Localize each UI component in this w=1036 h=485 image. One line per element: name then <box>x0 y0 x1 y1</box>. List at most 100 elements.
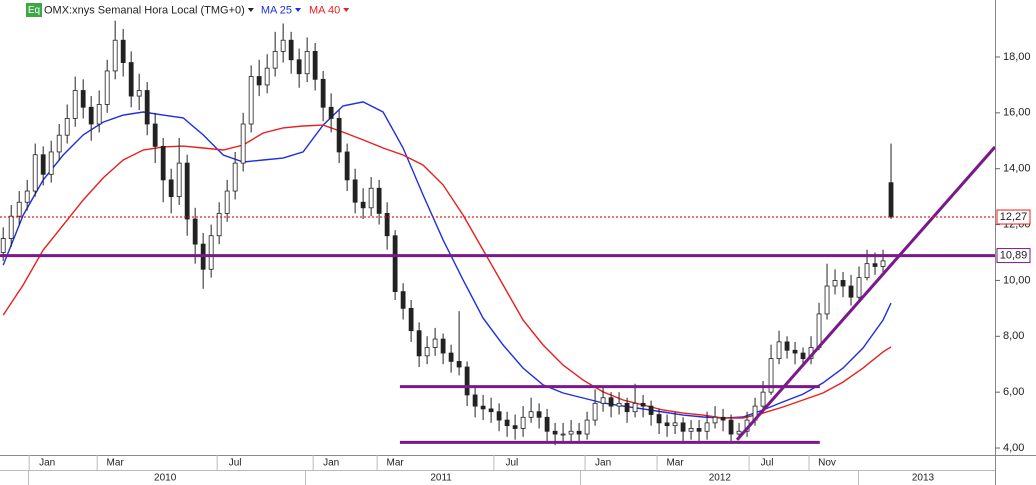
candle-body <box>192 218 198 245</box>
x-tick-label: Jul <box>761 458 774 469</box>
candle-body <box>88 106 94 125</box>
candle-body <box>776 341 782 360</box>
candle-body <box>648 405 654 415</box>
candle-body <box>64 118 70 136</box>
candle-body <box>712 416 718 424</box>
candle-body <box>424 347 430 357</box>
candle-body <box>616 402 622 407</box>
candle-body <box>32 154 38 192</box>
dropdown-arrow <box>247 8 254 12</box>
candle-body <box>536 411 542 418</box>
candle-body <box>856 277 862 298</box>
candle-body <box>520 416 526 429</box>
candle-body <box>104 70 110 105</box>
y-tick-label: 6,00 <box>1003 386 1024 398</box>
candle-body <box>576 430 582 435</box>
candle-body <box>504 419 510 427</box>
candle-body <box>408 307 414 332</box>
candle-body <box>80 90 86 108</box>
overlay: 4,006,008,0010,0012,0014,0016,0018,00Jan… <box>28 51 1031 484</box>
candle-body <box>552 430 558 435</box>
candle-body <box>440 338 446 354</box>
candle-body <box>16 201 22 217</box>
candle-body <box>248 76 254 125</box>
candle-body <box>880 260 886 267</box>
candle-body <box>704 422 710 432</box>
x-tick-label: Jan <box>595 458 611 469</box>
candle-body <box>240 123 246 164</box>
candle-body <box>400 291 406 309</box>
candle-body <box>432 338 438 348</box>
candle-body <box>8 215 14 239</box>
candle-body <box>464 366 470 396</box>
legend-label[interactable]: MA 25 <box>261 4 292 16</box>
candle-body <box>512 425 518 429</box>
y-tick-label: 8,00 <box>1003 330 1024 342</box>
candle-body <box>24 190 30 203</box>
candle-body <box>736 430 742 435</box>
badge-text: Eq <box>28 5 40 16</box>
candle-body <box>680 422 686 432</box>
candle-body <box>256 76 262 86</box>
x-tick-label: Mar <box>387 458 405 469</box>
candle-body <box>152 123 158 147</box>
candle-body <box>72 90 78 119</box>
candle-body <box>864 263 870 279</box>
candle-body <box>272 50 278 69</box>
candle-body <box>128 62 134 97</box>
candle-body <box>376 187 382 214</box>
chart-title[interactable]: OMX:xnys Semanal Hora Local (TMG+0) <box>44 4 245 16</box>
candle-body <box>496 411 502 421</box>
candle-body <box>336 118 342 153</box>
level-label: 12,27 <box>1000 211 1028 223</box>
candle-body <box>112 39 118 72</box>
candle-body <box>384 212 390 237</box>
candle-body <box>168 179 174 198</box>
candle-body <box>96 104 102 125</box>
candle-body <box>472 394 478 407</box>
candle-body <box>360 201 366 209</box>
candle-body <box>448 352 454 362</box>
header: Eq OMX:xnys Semanal Hora Local (TMG+0) M… <box>26 3 350 17</box>
candle-body <box>728 419 734 435</box>
x-tick-label: Jan <box>323 458 339 469</box>
candle-body <box>784 341 790 351</box>
candle-body <box>56 134 62 153</box>
candle-body <box>312 50 318 80</box>
candle-body <box>672 422 678 427</box>
x-tick-label: Nov <box>818 458 836 469</box>
candle-body <box>224 190 230 214</box>
candle-body <box>568 430 574 435</box>
candle-body <box>560 433 566 436</box>
y-tick-label: 4,00 <box>1003 442 1024 454</box>
year-label: 2010 <box>154 473 177 484</box>
x-tick-label: Mar <box>107 458 125 469</box>
year-label: 2011 <box>430 473 452 484</box>
candle-body <box>40 154 46 175</box>
level-label: 10,89 <box>1000 249 1028 261</box>
candle-body <box>592 402 598 421</box>
y-tick-label: 14,00 <box>1003 163 1031 175</box>
candle-body <box>456 361 462 368</box>
candle-body <box>696 428 702 432</box>
candle-body <box>352 179 358 203</box>
candle-body <box>320 78 326 108</box>
candle-body <box>392 235 398 293</box>
candle-body <box>368 187 374 209</box>
candle-body <box>664 422 670 427</box>
candle-body <box>416 330 422 357</box>
x-tick-label: Jul <box>505 458 518 469</box>
level-label-box <box>996 248 1031 264</box>
x-tick-label: Mar <box>666 458 684 469</box>
candle-body <box>488 408 494 413</box>
x-tick-label: Jul <box>229 458 242 469</box>
candle-body <box>848 285 854 298</box>
candle-body <box>624 402 630 413</box>
candle-body <box>824 285 830 315</box>
legend-label[interactable]: MA 40 <box>309 4 340 16</box>
candle-body <box>264 67 270 86</box>
candle-body <box>608 397 614 407</box>
dropdown-arrow <box>343 8 350 12</box>
